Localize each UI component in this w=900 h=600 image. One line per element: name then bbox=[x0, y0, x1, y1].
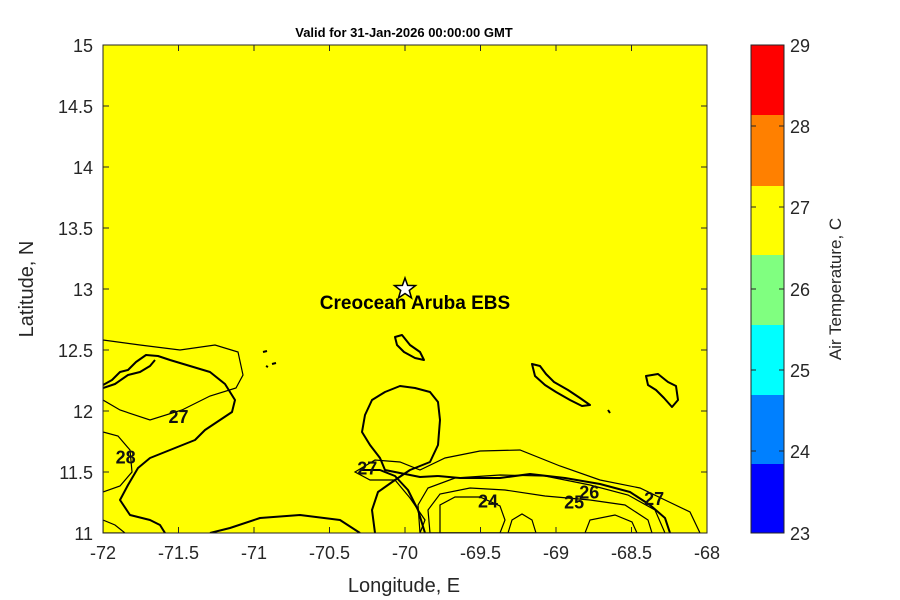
y-tick-label: 15 bbox=[73, 36, 93, 56]
x-tick-label: -69.5 bbox=[460, 543, 501, 563]
colorbar-label: Air Temperature, C bbox=[826, 218, 845, 360]
colorbar-segment bbox=[751, 255, 784, 325]
x-tick-label: -68.5 bbox=[611, 543, 652, 563]
coastline-guajira bbox=[103, 354, 236, 533]
contour-label: 27 bbox=[168, 407, 188, 427]
coastline-falcon bbox=[437, 473, 671, 533]
contour-region-26-sw bbox=[103, 519, 126, 533]
station-label: Creocean Aruba EBS bbox=[320, 293, 510, 314]
islet-3 bbox=[265, 365, 269, 368]
coastline-bay-interior bbox=[360, 469, 426, 533]
contour-label: 27 bbox=[357, 458, 377, 478]
coastline-guajira-bay bbox=[103, 359, 156, 389]
island-small-bonaire bbox=[607, 409, 611, 414]
station-marker[interactable]: Creocean Aruba EBS bbox=[320, 275, 510, 314]
x-tick-label: -72 bbox=[90, 543, 116, 563]
contour-label: 28 bbox=[116, 447, 136, 467]
colorbar-tick-label: 25 bbox=[790, 361, 810, 381]
colorbar-segment bbox=[751, 395, 784, 464]
contour-region-26-west bbox=[103, 339, 244, 421]
coastline-mainland-south bbox=[209, 514, 361, 533]
contour-region-26-south bbox=[353, 449, 701, 533]
map-title: Valid for 31-Jan-2026 00:00:00 GMT bbox=[295, 25, 513, 40]
island-curacao bbox=[531, 363, 591, 407]
colorbar-segment bbox=[751, 45, 784, 115]
x-tick-label: -70.5 bbox=[309, 543, 350, 563]
x-tick-label: -69 bbox=[543, 543, 569, 563]
y-tick-label: 11.5 bbox=[59, 463, 93, 483]
contour-label: 24 bbox=[478, 491, 498, 511]
y-tick-label: 12.5 bbox=[58, 341, 93, 361]
y-tick-label: 14.5 bbox=[58, 97, 93, 117]
contour-label: 25 bbox=[564, 493, 584, 513]
y-tick-label: 13.5 bbox=[58, 219, 93, 239]
islet-1 bbox=[262, 350, 268, 353]
y-axis-label: Latitude, N bbox=[16, 241, 38, 338]
contour-label: 26 bbox=[579, 483, 599, 503]
contour-region-23-east bbox=[584, 514, 638, 533]
colorbar-tick-label: 24 bbox=[790, 442, 810, 462]
colorbar: 29 28 27 26 25 24 23 bbox=[750, 36, 810, 544]
temperature-contours bbox=[103, 334, 701, 533]
colorbar-segment bbox=[751, 186, 784, 255]
y-tick-label: 14 bbox=[73, 158, 93, 178]
colorbar-tick-label: 26 bbox=[790, 280, 810, 300]
contour-region-25-notch bbox=[507, 513, 537, 533]
y-axis-ticks: 15 14.5 14 13.5 13 12.5 12 11.5 11 bbox=[58, 36, 707, 544]
colorbar-tick-label: 27 bbox=[790, 198, 810, 218]
colorbar-tick-label: 29 bbox=[790, 36, 810, 56]
x-tick-label: -70 bbox=[392, 543, 418, 563]
colorbar-tick-label: 23 bbox=[790, 524, 810, 544]
star-icon bbox=[392, 275, 418, 300]
island-bonaire bbox=[645, 373, 679, 408]
colorbar-segment bbox=[751, 464, 784, 533]
x-axis-ticks: -72 -71.5 -71 -70.5 -70 -69.5 -69 -68.5 -68 bbox=[90, 45, 720, 563]
y-tick-label: 12 bbox=[73, 402, 93, 422]
coastline-paraguana bbox=[361, 385, 441, 533]
contour-region-28-west bbox=[103, 431, 133, 493]
x-tick-label: -68 bbox=[694, 543, 720, 563]
colorbar-segment bbox=[751, 115, 784, 186]
colorbar-segment bbox=[751, 325, 784, 395]
y-tick-label: 13 bbox=[73, 280, 93, 300]
contour-region-24-south bbox=[427, 487, 653, 533]
y-tick-label: 11 bbox=[74, 524, 93, 544]
contour-label: 27 bbox=[644, 489, 664, 509]
x-tick-label: -71.5 bbox=[158, 543, 199, 563]
contour-region-23-core bbox=[439, 496, 506, 533]
x-axis-label: Longitude, E bbox=[348, 575, 460, 597]
islet-2 bbox=[271, 362, 277, 365]
colorbar-tick-label: 28 bbox=[790, 117, 810, 137]
x-tick-label: -71 bbox=[241, 543, 267, 563]
island-aruba bbox=[394, 334, 425, 361]
